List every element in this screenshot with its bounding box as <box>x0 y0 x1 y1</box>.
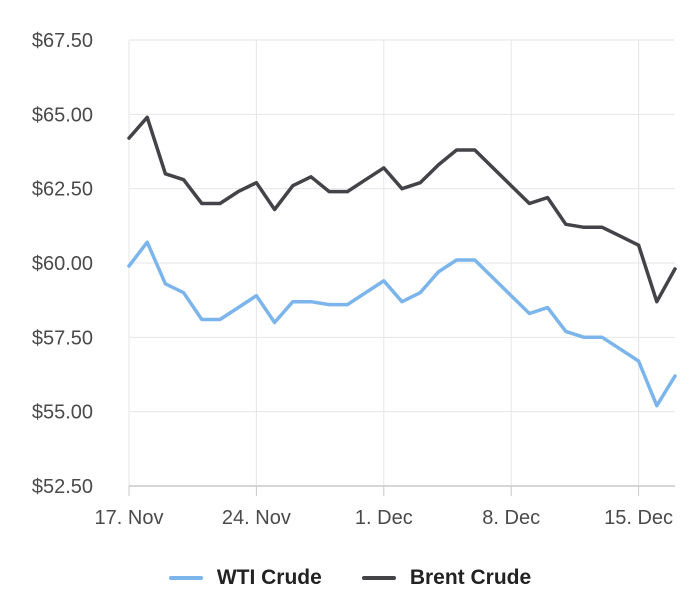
legend: WTI Crude Brent Crude <box>0 566 700 590</box>
legend-label-wti: WTI Crude <box>216 566 322 589</box>
legend-swatch-brent <box>361 576 396 580</box>
y-tick-label: $67.50 <box>32 30 93 52</box>
x-tick-label: 8. Dec <box>482 507 540 529</box>
y-tick-label: $52.50 <box>32 476 93 498</box>
line-chart: $52.50 $55.00 $57.50 $60.00 $62.50 $65.00 $67.… <box>32 30 677 529</box>
series-line-wti-crude <box>127 240 677 408</box>
legend-item-wti[interactable]: WTI Crude <box>168 566 322 590</box>
y-tick-label: $62.50 <box>32 179 93 201</box>
y-tick-label: $65.00 <box>32 104 93 126</box>
x-tick-label: 1. Dec <box>355 507 413 529</box>
x-tick-label: 24. Nov <box>222 507 291 529</box>
grid <box>128 39 675 487</box>
y-tick-label: $60.00 <box>32 253 93 275</box>
axes: $52.50 $55.00 $57.50 $60.00 $62.50 $65.00 $67.… <box>32 30 675 529</box>
series-layer <box>127 115 677 408</box>
series-line-brent-crude <box>127 115 677 304</box>
legend-item-brent[interactable]: Brent Crude <box>361 566 532 590</box>
y-tick-label: $55.00 <box>32 402 93 424</box>
x-tick-label: 17. Nov <box>95 507 164 529</box>
legend-label-brent: Brent Crude <box>409 566 532 589</box>
y-tick-label: $57.50 <box>32 327 93 349</box>
x-tick-label: 15. Dec <box>604 507 673 529</box>
legend-swatch-wti <box>168 576 203 580</box>
